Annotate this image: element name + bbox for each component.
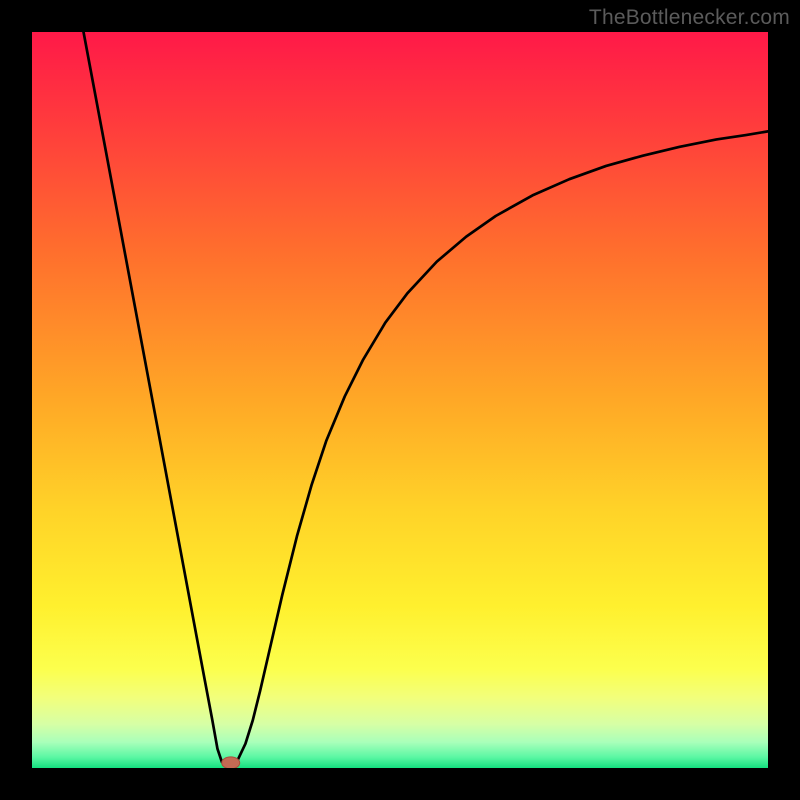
watermark-text: TheBottlenecker.com (589, 6, 790, 30)
bottleneck-chart (32, 32, 768, 768)
chart-background (32, 32, 768, 768)
optimal-point-marker (222, 757, 240, 768)
outer-frame: TheBottlenecker.com (0, 0, 800, 800)
